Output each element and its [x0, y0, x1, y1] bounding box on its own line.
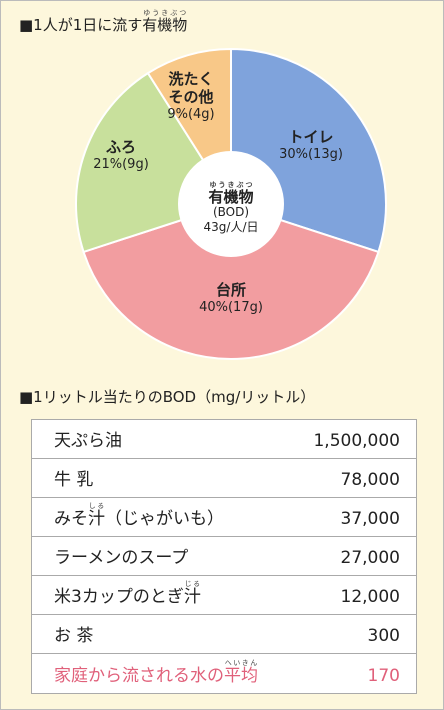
label-text: ラーメンのスープ: [54, 548, 189, 568]
row-value: 12,000: [340, 587, 400, 607]
title-text: ■1人が1日に流す: [19, 16, 143, 34]
row-label: ラーメンのスープ: [54, 543, 188, 568]
center-line: (BOD): [212, 205, 250, 219]
row-label: みそ汁しる（じゃがいも）: [54, 502, 224, 529]
label-text: みそ: [54, 509, 88, 529]
table-row: 米3カップのとぎ汁じる 12,000: [32, 576, 416, 615]
row-value: 1,500,000: [313, 431, 400, 451]
center-title: 有機物: [208, 188, 254, 206]
row-value: 300: [367, 626, 400, 646]
ruby-group: 平均へいきん: [224, 659, 258, 686]
row-label: 米3カップのとぎ汁じる: [54, 580, 201, 607]
row-value: 27,000: [340, 548, 400, 568]
value-label: 40%(17g): [199, 300, 263, 315]
row-label: お 茶: [54, 621, 93, 646]
label-text: 米3カップのとぎ: [54, 587, 184, 607]
label-text: （じゃがいも）: [105, 509, 224, 529]
center-circle: [178, 151, 284, 257]
row-value: 170: [367, 666, 400, 686]
label-text: 天ぷら油: [54, 431, 122, 451]
row-label: 天ぷら油: [54, 426, 122, 451]
slice-name: ふろ: [105, 138, 136, 156]
ruby: しる: [88, 502, 105, 510]
pie-slice: [82, 202, 380, 361]
label-text: 汁: [88, 509, 105, 529]
table-row: ラーメンのスープ 27,000: [32, 537, 416, 576]
row-label: 牛 乳: [54, 465, 93, 490]
ruby: へいきん: [224, 659, 258, 667]
table-row: お 茶 300: [32, 615, 416, 654]
chart-title: ■1人が1日に流す有機物ゆうきぶつ: [19, 9, 187, 35]
row-value: 37,000: [340, 509, 400, 529]
ruby-group: 汁じる: [183, 580, 201, 607]
ruby-group: 汁しる: [88, 502, 105, 529]
slice-name: トイレ: [288, 128, 334, 146]
table-row: みそ汁しる（じゃがいも） 37,000: [32, 498, 416, 537]
table: 天ぷら油 1,500,000 牛 乳 78,000 みそ汁しる（じゃがいも） 37,000…: [31, 419, 417, 694]
row-value: 78,000: [340, 470, 400, 490]
ruby: ゆうきぶつ: [142, 9, 188, 17]
title-text: 有機物: [142, 16, 188, 34]
value-label: 30%(13g): [279, 147, 343, 162]
table-row: 天ぷら油 1,500,000: [32, 420, 416, 459]
label-text: 牛 乳: [54, 470, 94, 490]
value-label: 21%(9g): [93, 157, 149, 172]
label-text: 汁: [183, 587, 201, 607]
slice-label: トイレ 30%(13g): [266, 128, 356, 164]
slice-label: 台所 40%(17g): [186, 281, 276, 317]
center-line: 43g/人/日: [203, 220, 259, 234]
slice-label: 洗たくその他 9%(4g): [167, 70, 215, 124]
slice-name: 台所: [215, 281, 246, 299]
center-label: 有機物ゆうきぶつ (BOD) 43g/人/日: [204, 181, 259, 235]
row-label: 家庭から流される水の平均へいきん: [54, 659, 258, 686]
table-row: 牛 乳 78,000: [32, 459, 416, 498]
value-label: 9%(4g): [167, 107, 215, 122]
pie-chart: [75, 47, 387, 361]
ruby: じる: [183, 580, 201, 588]
label-text: お 茶: [54, 626, 94, 646]
slice-name: 洗たくその他: [168, 70, 214, 106]
label-text: 家庭から流される水の: [54, 666, 224, 686]
ruby: ゆうきぶつ: [208, 181, 254, 189]
slice-label: ふろ 21%(9g): [76, 138, 166, 174]
label-text: 平均: [224, 666, 258, 686]
table-title: ■1リットル当たりのBOD（mg/リットル）: [19, 388, 316, 406]
table-row: 家庭から流される水の平均へいきん 170: [32, 654, 416, 693]
